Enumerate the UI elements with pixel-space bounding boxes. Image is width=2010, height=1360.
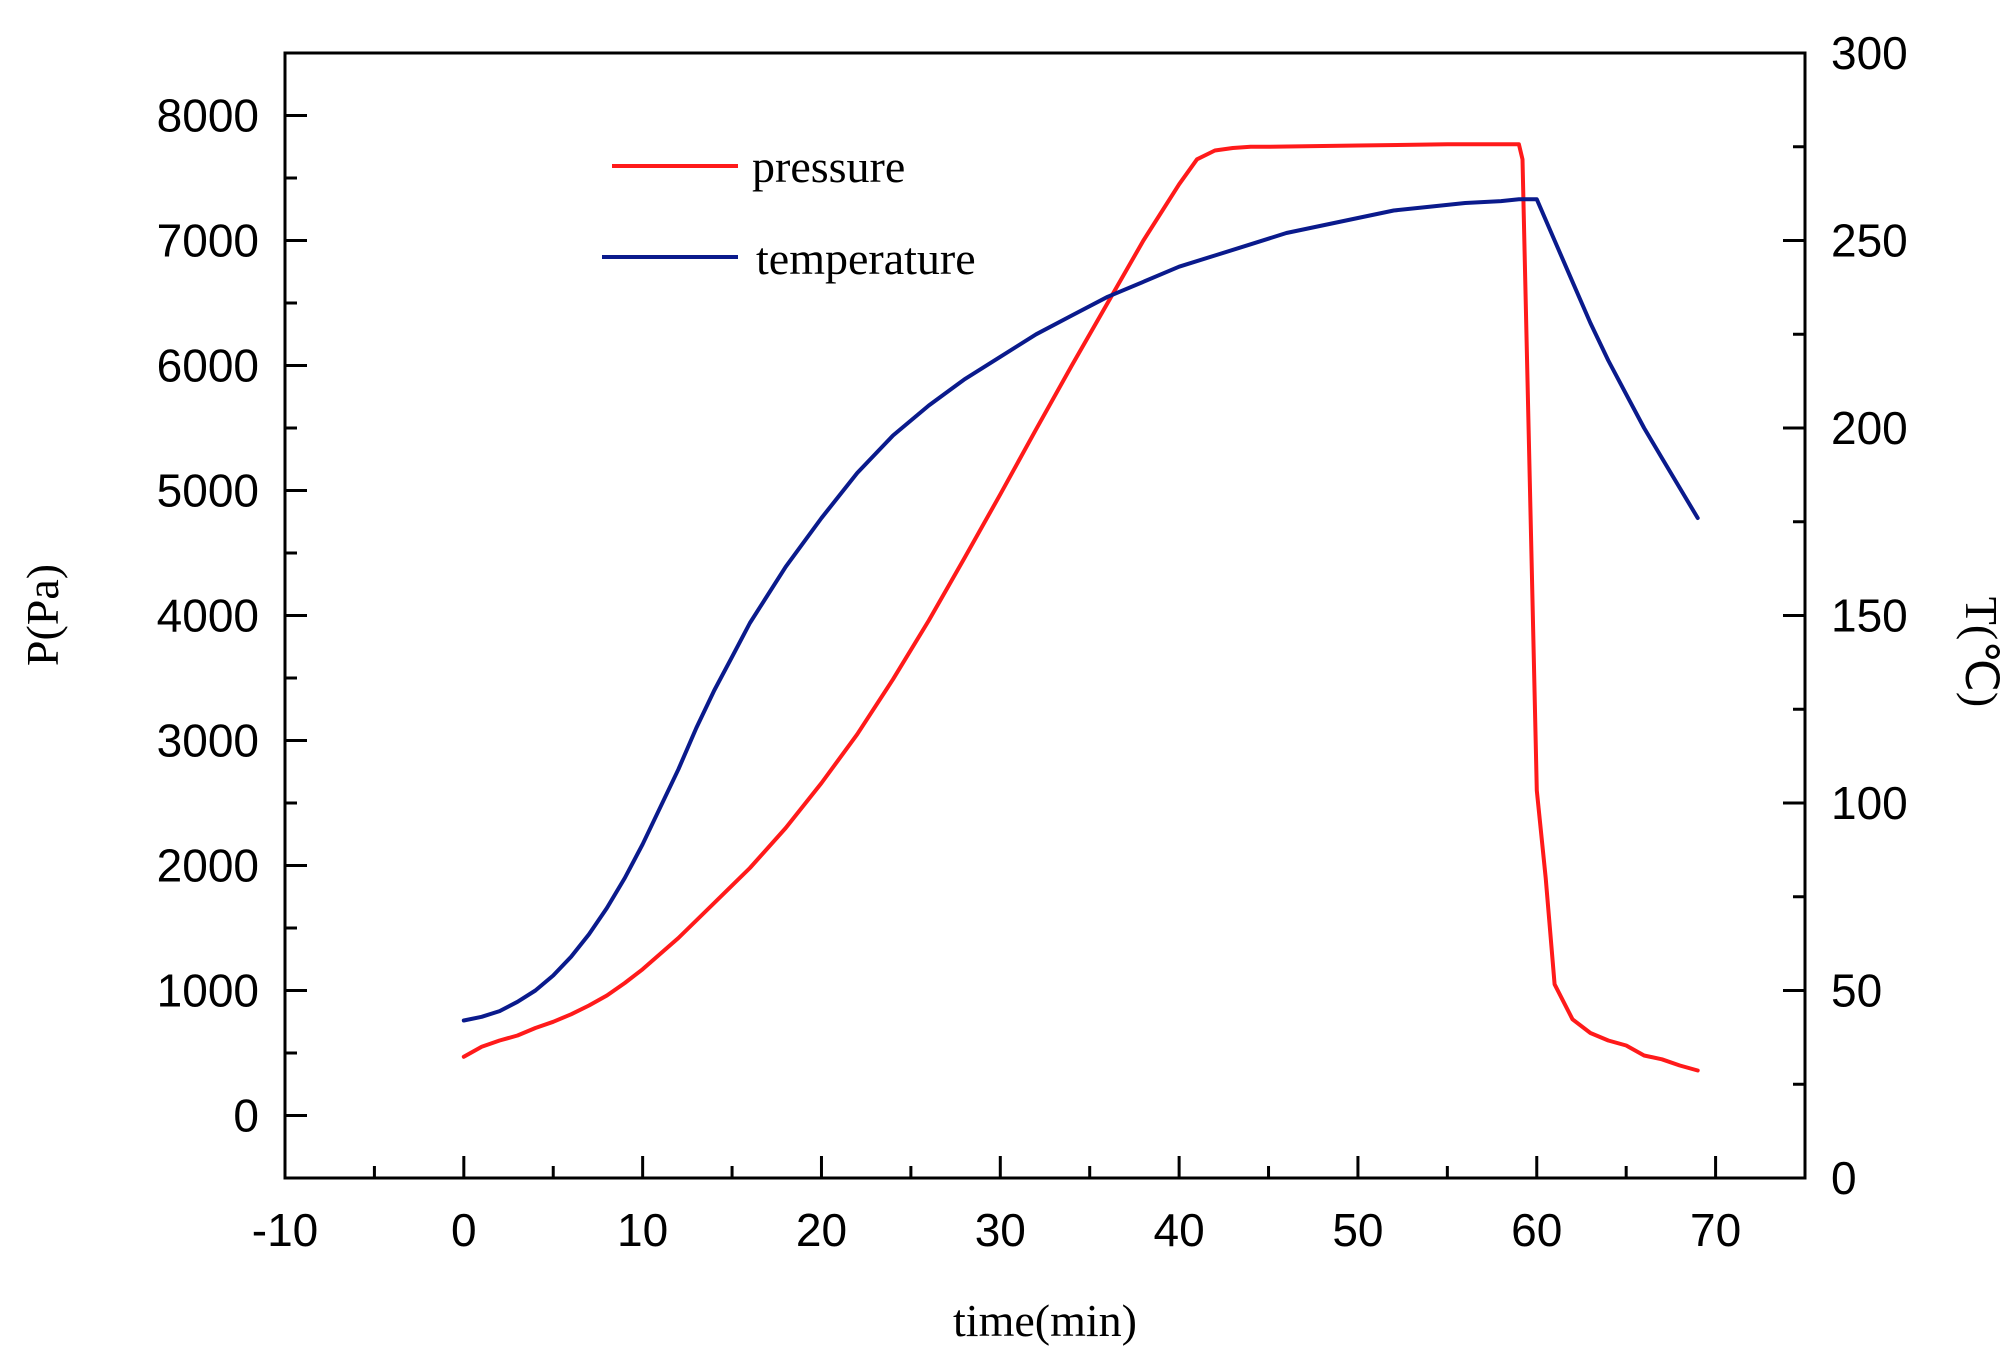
- x-axis-ticks: -10 0 10 20 30 40 50 60 70: [252, 1156, 1741, 1256]
- right-y-tick-label: 50: [1831, 965, 1882, 1017]
- left-y-tick-label: 1000: [157, 965, 259, 1017]
- legend: pressure temperature: [602, 141, 976, 284]
- right-y-tick-label: 150: [1831, 590, 1908, 642]
- x-tick-label: 30: [975, 1204, 1026, 1256]
- right-y-axis-title: T(℃): [1956, 597, 2007, 707]
- left-y-tick-label: 8000: [157, 90, 259, 142]
- left-y-tick-label: 5000: [157, 465, 259, 517]
- right-y-tick-label: 100: [1831, 777, 1908, 829]
- temperature-series-line: [461, 197, 1700, 1023]
- x-tick-label: 40: [1154, 1204, 1205, 1256]
- x-tick-label: 50: [1332, 1204, 1383, 1256]
- x-tick-label: 70: [1690, 1204, 1741, 1256]
- left-y-axis-ticks: 0 1000 2000 3000 4000 5000 6000 7000 8000: [157, 51, 307, 1180]
- left-y-tick-label: 4000: [157, 590, 259, 642]
- x-tick-label: 0: [451, 1204, 477, 1256]
- x-tick-label: 60: [1511, 1204, 1562, 1256]
- left-y-tick-label: 2000: [157, 840, 259, 892]
- left-y-tick-label: 3000: [157, 715, 259, 767]
- legend-pressure-label: pressure: [752, 141, 905, 192]
- right-y-tick-label: 0: [1831, 1152, 1857, 1204]
- left-y-tick-label: 0: [233, 1090, 259, 1142]
- pressure-series-line: [461, 142, 1700, 1073]
- x-axis-title: time(min): [953, 1295, 1137, 1346]
- right-y-tick-label: 300: [1831, 27, 1908, 79]
- x-tick-label: -10: [252, 1204, 318, 1256]
- x-tick-label: 10: [617, 1204, 668, 1256]
- left-y-tick-label: 6000: [157, 340, 259, 392]
- left-y-axis-title: P(Pa): [17, 564, 68, 666]
- plot-frame: [283, 51, 1807, 1180]
- x-tick-label: 20: [796, 1204, 847, 1256]
- left-y-tick-label: 7000: [157, 215, 259, 267]
- right-y-axis-ticks: 0 50 100 150 200 250 300: [1783, 27, 1908, 1204]
- legend-temperature-label: temperature: [756, 233, 976, 284]
- right-y-tick-label: 200: [1831, 402, 1908, 454]
- right-y-tick-label: 250: [1831, 215, 1908, 267]
